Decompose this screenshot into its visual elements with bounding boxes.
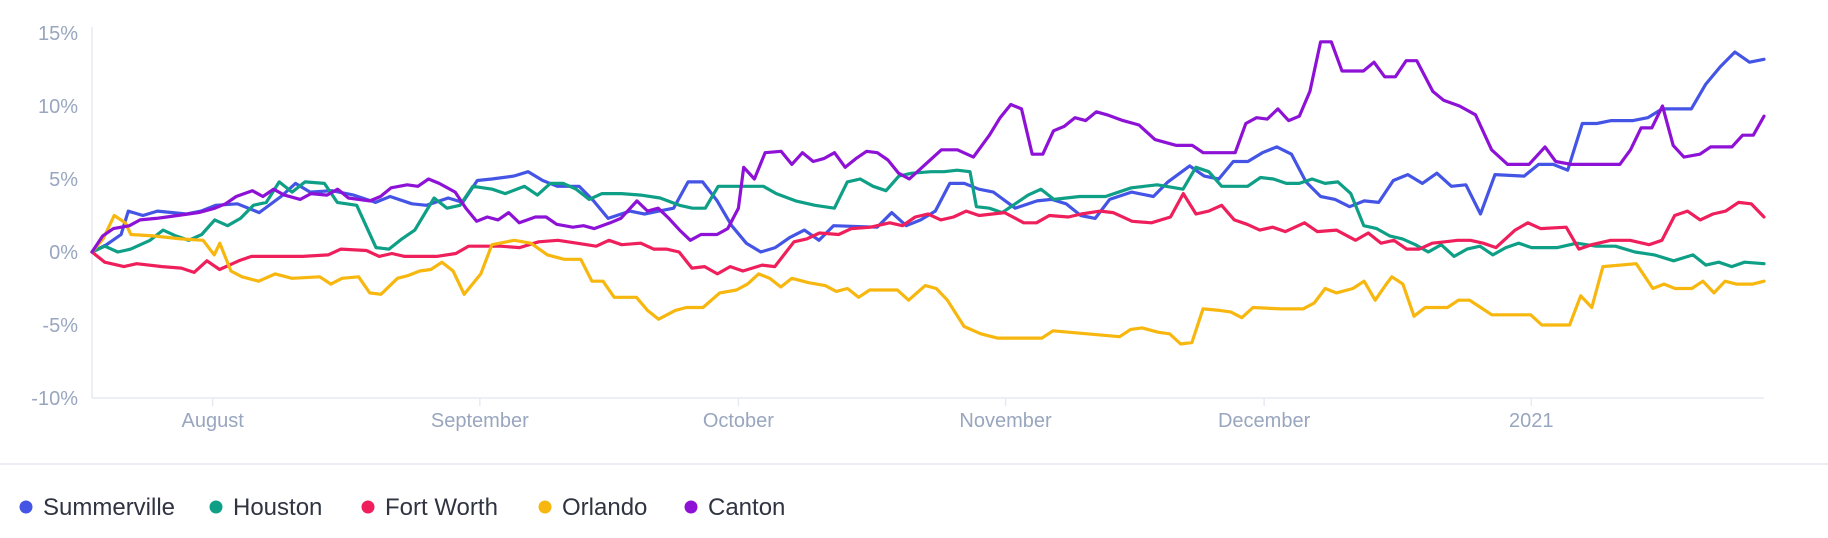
- y-tick-label: 0%: [49, 242, 78, 264]
- series-line-fort-worth: [90, 192, 1766, 276]
- legend-dot-icon: [19, 500, 33, 514]
- legend-label: Summerville: [43, 494, 175, 521]
- legend-item-canton[interactable]: Canton: [684, 494, 786, 521]
- legend: Summerville Houston Fort Worth Orlando Canto…: [19, 494, 786, 521]
- legend-item-orlando[interactable]: Orlando: [538, 494, 648, 521]
- x-tick-label: August: [182, 410, 245, 432]
- y-tick-label: 10%: [38, 96, 78, 118]
- series-line-summerville: [90, 50, 1766, 254]
- legend-label: Houston: [233, 494, 322, 521]
- y-axis: 15% 10% 5% 0% -5% -10%: [31, 23, 93, 410]
- x-tick-label: September: [431, 410, 529, 432]
- x-tick-label: December: [1218, 410, 1311, 432]
- series-line-canton: [90, 40, 1766, 254]
- legend-item-fort-worth[interactable]: Fort Worth: [361, 494, 498, 521]
- legend-item-houston[interactable]: Houston: [209, 494, 323, 521]
- x-tick-label: October: [703, 410, 774, 432]
- x-tick-label: November: [959, 410, 1052, 432]
- series-line-houston: [90, 165, 1766, 269]
- x-tick-label: 2021: [1509, 410, 1554, 432]
- legend-dot-icon: [538, 500, 552, 514]
- legend-label: Fort Worth: [385, 494, 498, 521]
- series-line-orlando: [90, 213, 1766, 346]
- series-layer: [90, 40, 1766, 346]
- legend-label: Orlando: [562, 494, 647, 521]
- legend-label: Canton: [708, 494, 785, 521]
- y-tick-label: -10%: [31, 388, 78, 410]
- x-axis: August September October November December 20…: [92, 397, 1764, 432]
- legend-dot-icon: [684, 500, 698, 514]
- y-tick-label: -5%: [42, 315, 78, 337]
- y-tick-label: 5%: [49, 169, 78, 191]
- legend-dot-icon: [209, 500, 223, 514]
- y-tick-label: 15%: [38, 23, 78, 45]
- legend-dot-icon: [361, 500, 375, 514]
- legend-item-summerville[interactable]: Summerville: [19, 494, 176, 521]
